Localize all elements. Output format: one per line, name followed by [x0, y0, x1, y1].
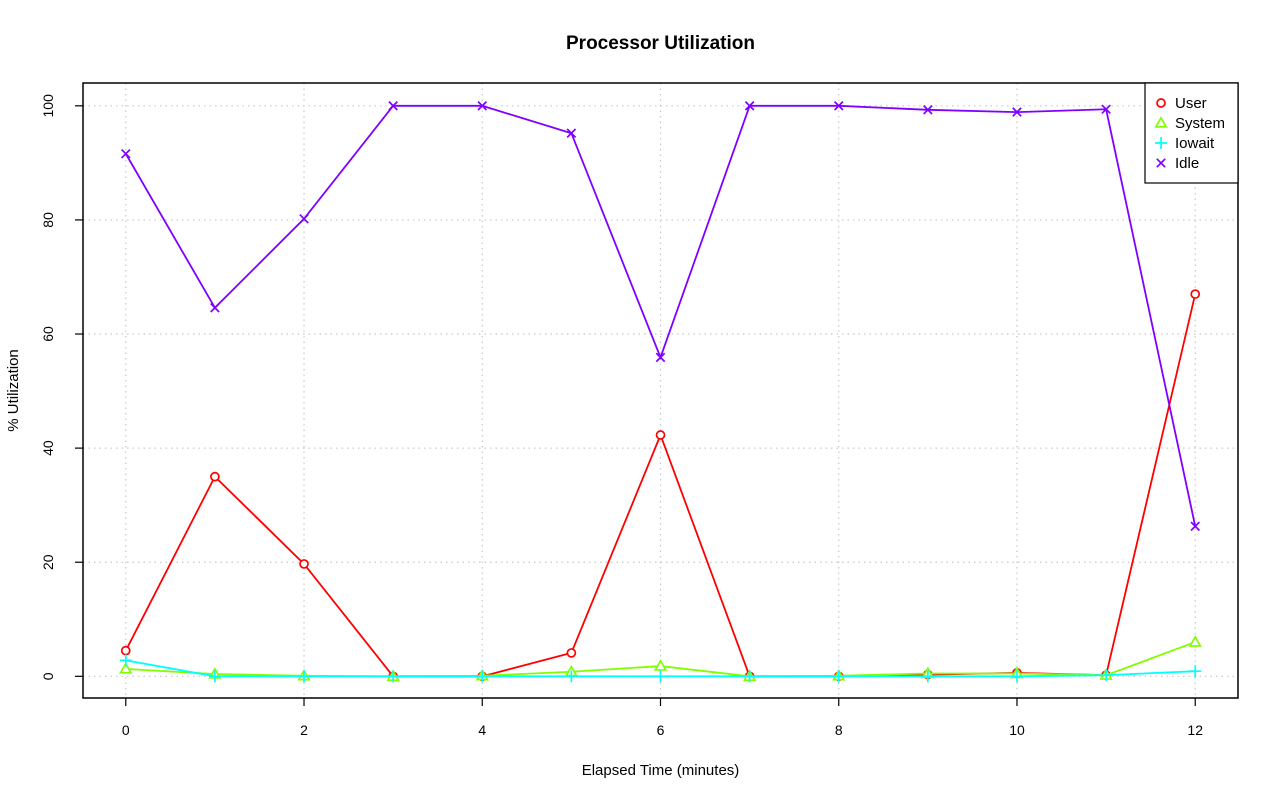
- legend-marker-iowait: [1155, 137, 1167, 149]
- x-tick-label-4: 4: [478, 722, 486, 738]
- point-user-6: [655, 430, 666, 440]
- point-iowait-8: [832, 670, 845, 683]
- point-iowait-3: [387, 670, 400, 683]
- point-user-1: [210, 471, 220, 482]
- point-user-12: [1190, 289, 1201, 299]
- legend-marker-user: [1156, 98, 1166, 108]
- series-iowait: [119, 654, 1202, 683]
- point-idle-6: [655, 352, 666, 363]
- point-system-12: [1188, 635, 1202, 647]
- x-tick-label-2: 2: [300, 722, 308, 738]
- point-idle-5: [566, 128, 577, 139]
- x-tick-label-0: 0: [122, 722, 130, 738]
- point-idle-0: [120, 148, 131, 159]
- point-iowait-4: [476, 670, 489, 683]
- point-idle-10: [1012, 107, 1022, 117]
- point-idle-11: [1101, 104, 1111, 115]
- point-iowait-2: [298, 670, 311, 683]
- legend-label-idle: Idle: [1175, 155, 1199, 172]
- point-idle-2: [299, 213, 309, 224]
- y-tick-label-0: 0: [40, 672, 56, 680]
- y-tick-label-40: 40: [40, 440, 56, 456]
- series-layer: [119, 101, 1202, 683]
- point-idle-4: [477, 101, 488, 111]
- point-iowait-6: [654, 670, 667, 683]
- chart-title: Processor Utilization: [566, 33, 755, 54]
- point-iowait-9: [921, 670, 934, 683]
- point-user-2: [299, 559, 309, 569]
- point-iowait-12: [1189, 665, 1202, 678]
- point-iowait-0: [119, 654, 132, 667]
- legend-items: User System Iowait Idle: [1154, 95, 1225, 172]
- legend-marker-system: [1154, 116, 1168, 128]
- x-axis-label: Elapsed Time (minutes): [582, 762, 740, 779]
- legend-label-user: User: [1175, 95, 1207, 112]
- axis-layer: 0 2 4 6 8 10 12 0 20 40 60 80 100: [40, 94, 1203, 738]
- y-tick-label-80: 80: [40, 212, 56, 228]
- grid-layer: [83, 83, 1238, 698]
- y-tick-label-100: 100: [40, 94, 56, 118]
- x-tick-label-12: 12: [1187, 722, 1203, 738]
- x-tick-label-10: 10: [1009, 722, 1025, 738]
- y-axis-label: % Utilization: [5, 349, 22, 432]
- point-system-6: [653, 659, 668, 671]
- point-idle-7: [744, 101, 755, 111]
- point-idle-1: [210, 302, 220, 313]
- point-iowait-11: [1100, 669, 1113, 682]
- y-tick-label-60: 60: [40, 326, 56, 342]
- point-iowait-10: [1010, 670, 1023, 683]
- legend-label-iowait: Iowait: [1175, 135, 1215, 152]
- point-idle-8: [833, 101, 844, 111]
- plot-frame: [82, 82, 1239, 699]
- y-tick-label-20: 20: [40, 554, 56, 570]
- point-user-5: [566, 648, 577, 658]
- series-idle: [120, 101, 1201, 532]
- point-idle-9: [923, 105, 933, 115]
- chart-legend: User System Iowait Idle: [1144, 82, 1239, 184]
- x-tick-label-8: 8: [835, 722, 843, 738]
- legend-marker-idle: [1156, 158, 1166, 168]
- x-tick-label-6: 6: [657, 722, 665, 738]
- point-user-0: [120, 645, 131, 656]
- point-iowait-1: [208, 670, 221, 683]
- point-idle-12: [1190, 521, 1201, 532]
- legend-label-system: System: [1175, 115, 1225, 132]
- point-idle-3: [388, 101, 398, 111]
- point-iowait-7: [743, 670, 756, 683]
- point-iowait-5: [565, 670, 578, 683]
- point-system-0: [119, 661, 133, 674]
